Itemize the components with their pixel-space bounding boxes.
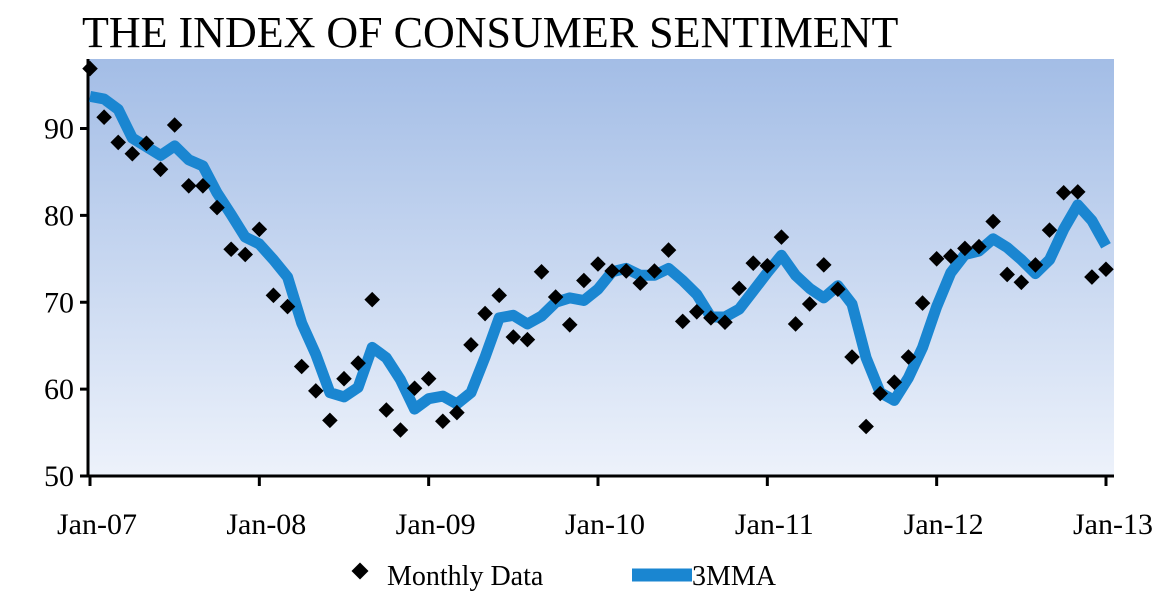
monthly-data-point (180, 178, 197, 194)
monthly-data-point (308, 383, 324, 399)
x-tick-label: Jan-09 (396, 508, 476, 541)
monthly-data-point (350, 355, 366, 371)
monthly-data-point (632, 275, 649, 291)
monthly-data-point (561, 317, 578, 333)
monthly-data-point (138, 135, 155, 152)
monthly-data-point (322, 412, 338, 429)
monthly-data-point (1098, 261, 1114, 278)
x-tick-label: Jan-08 (226, 508, 306, 541)
x-tick-label: Jan-10 (565, 508, 645, 541)
monthly-data-point (858, 418, 874, 435)
series-3mma (89, 90, 1111, 415)
monthly-data-point (985, 213, 1001, 230)
monthly-data-point (900, 349, 917, 365)
monthly-data-point (152, 161, 169, 178)
monthly-data-point (463, 337, 479, 353)
monthly-data-point (293, 358, 310, 375)
monthly-data-point (745, 255, 762, 271)
y-tick-label: 70 (44, 286, 74, 319)
monthly-data-point (547, 289, 564, 305)
x-tick-label: Jan-07 (57, 508, 137, 541)
monthly-data-point (477, 305, 493, 322)
monthly-data-point (674, 313, 691, 330)
monthly-data-point (265, 287, 282, 304)
monthly-data-point (844, 349, 860, 365)
monthly-data-point (406, 380, 423, 397)
y-axis: 50 60 70 80 90 (44, 59, 90, 493)
monthly-data-point (816, 257, 832, 273)
monthly-data-point (124, 145, 141, 162)
y-tick-label: 60 (44, 373, 74, 406)
legend: Monthly Data 3MMA (351, 561, 777, 592)
monthly-data-point (590, 256, 606, 272)
monthly-data-point (618, 263, 635, 279)
monthly-data-point (703, 310, 719, 326)
monthly-data-point (830, 281, 846, 297)
monthly-data-point (914, 295, 931, 311)
x-axis: Jan-07 Jan-08 Jan-09 Jan-10 Jan-11 Jan-12 Jan-… (57, 474, 1153, 541)
monthly-data-point (491, 287, 507, 304)
y-tick-label: 50 (44, 460, 74, 493)
monthly-data-point (435, 413, 451, 430)
monthly-data-point (378, 402, 395, 418)
monthly-data-point (731, 280, 747, 297)
monthly-data-point (943, 248, 959, 264)
monthly-data-point (420, 370, 437, 387)
monthly-data-point (166, 117, 183, 133)
monthly-data-point (364, 291, 380, 308)
legend-label-3mma: 3MMA (692, 561, 777, 592)
monthly-data-point (1027, 257, 1044, 273)
y-tick-label: 80 (44, 199, 74, 232)
monthly-data-point (110, 134, 126, 151)
x-tick-label: Jan-11 (735, 508, 814, 541)
monthly-data-point (449, 404, 465, 421)
x-tick-label: Jan-12 (904, 508, 984, 541)
monthly-data-point (505, 329, 522, 345)
y-tick-label: 90 (44, 113, 74, 146)
monthly-data-point (209, 199, 225, 216)
monthly-data-point (82, 60, 98, 77)
monthly-data-point (576, 272, 592, 289)
legend-marker-monthly (351, 562, 369, 580)
monthly-data-point (646, 263, 663, 279)
monthly-data-point (660, 242, 677, 258)
monthly-data-point (96, 109, 112, 125)
line-3mma (89, 90, 1111, 415)
x-tick-label: Jan-13 (1073, 508, 1153, 541)
monthly-data-point (759, 258, 776, 274)
monthly-data-point (195, 178, 211, 194)
monthly-data-point (872, 385, 889, 402)
series-monthly-data (82, 60, 1114, 438)
legend-label-monthly: Monthly Data (387, 561, 544, 592)
chart-title: THE INDEX OF CONSUMER SENTIMENT (82, 8, 899, 57)
monthly-data-point (999, 266, 1015, 283)
monthly-data-point (886, 374, 903, 390)
monthly-data-point (392, 422, 409, 438)
monthly-data-point (223, 241, 239, 258)
monthly-data-point (279, 298, 296, 315)
